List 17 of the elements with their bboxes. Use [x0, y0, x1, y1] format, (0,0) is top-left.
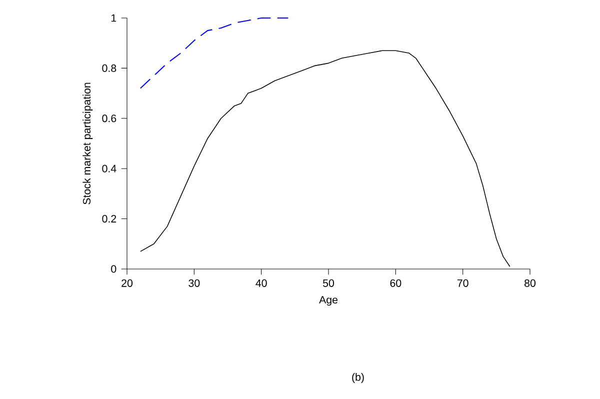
- x-tick-label: 20: [122, 279, 133, 287]
- y-tick-label: 0.6: [102, 114, 116, 122]
- x-axis-title: Age: [319, 296, 338, 306]
- y-axis-title: Stock market participation: [82, 82, 93, 204]
- x-tick-label: 30: [188, 279, 200, 287]
- x-tick-label: 60: [390, 279, 402, 287]
- x-tick-label: 50: [322, 279, 334, 287]
- x-tick-label: 80: [524, 279, 536, 287]
- x-tick-label: 70: [457, 279, 468, 287]
- y-tick-label: 1: [111, 14, 116, 22]
- y-tick-label: 0.4: [102, 164, 116, 172]
- x-tick-label: 40: [256, 279, 267, 287]
- line-series: [140, 50, 510, 267]
- text: (b): [352, 373, 364, 383]
- y-tick-label: 0.8: [102, 64, 116, 72]
- y-tick-label: 0: [111, 265, 116, 273]
- y-tick-label: 0.2: [102, 215, 116, 223]
